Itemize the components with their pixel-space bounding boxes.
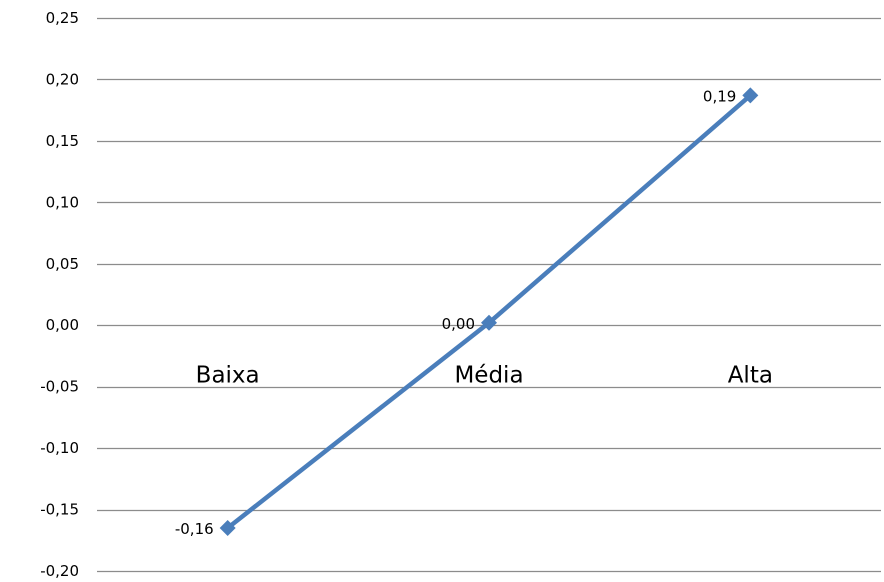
y-axis-tick-labels: 0,25 0,20 0,15 0,10 0,05 0,00 -0,05 -0,10 -0,15 -… (40, 9, 79, 580)
y-tick-label: -0,05 (40, 378, 79, 396)
y-tick-label: -0,10 (40, 439, 79, 457)
y-tick-label: 0,05 (46, 255, 79, 273)
category-label: Baixa (196, 363, 260, 389)
category-labels: Baixa Média Alta (196, 363, 773, 389)
y-tick-label: 0,15 (46, 132, 79, 150)
y-tick-label: 0,00 (46, 316, 79, 334)
data-label: 0,19 (703, 87, 736, 105)
data-label: -0,16 (175, 520, 214, 538)
y-tick-label: 0,20 (46, 70, 79, 88)
data-label: 0,00 (442, 315, 475, 333)
series-line-path (226, 93, 752, 530)
gridlines (97, 17, 881, 573)
category-label: Alta (728, 363, 773, 389)
y-tick-label: 0,25 (46, 9, 79, 27)
series-line (226, 93, 752, 530)
diamond-marker (742, 87, 759, 104)
diamond-marker (481, 314, 497, 331)
y-tick-label: 0,10 (46, 193, 79, 211)
series-markers (219, 87, 759, 536)
data-labels: -0,16 0,00 0,19 (175, 87, 736, 538)
y-tick-label: -0,20 (40, 562, 79, 580)
diamond-marker (219, 519, 236, 536)
y-tick-label: -0,15 (40, 501, 79, 519)
category-label: Média (454, 363, 523, 389)
